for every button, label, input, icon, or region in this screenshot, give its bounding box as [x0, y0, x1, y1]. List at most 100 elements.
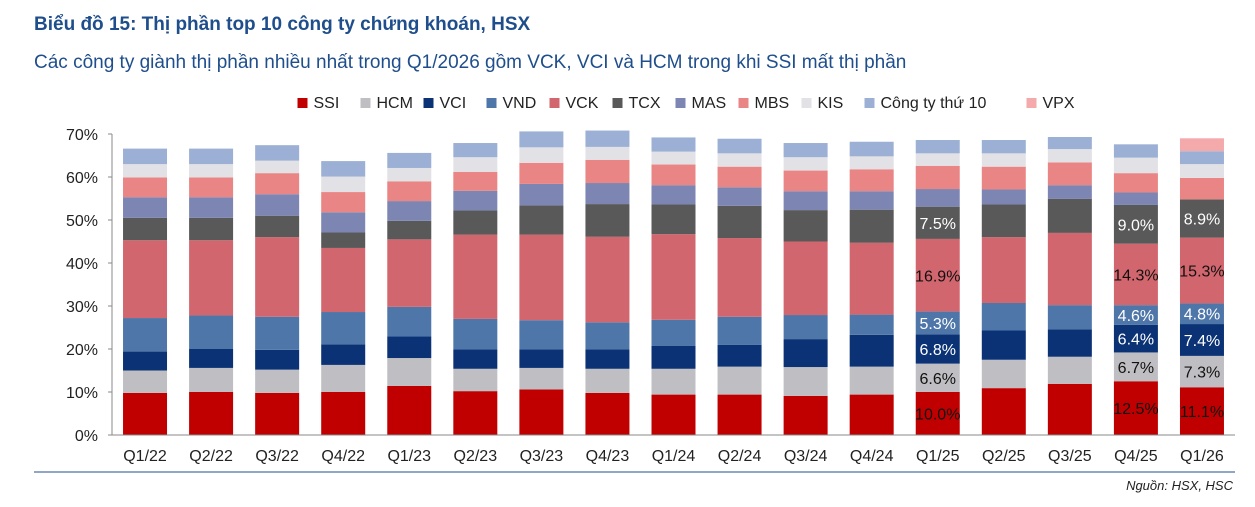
y-tick-label: 40% [66, 256, 98, 273]
bar-segment [849, 191, 894, 210]
y-tick-label: 30% [66, 299, 98, 316]
bar-segment [123, 148, 168, 165]
source-note: Nguồn: HSX, HSC [1126, 478, 1233, 493]
bar-segment [1047, 137, 1092, 150]
y-tick-label: 20% [66, 342, 98, 359]
bar-segment [1047, 232, 1092, 306]
bar-segment [255, 173, 300, 195]
legend-label: MBS [755, 95, 790, 112]
bar-segment [585, 236, 630, 323]
bar-segment [1179, 303, 1224, 325]
bar-segment [189, 217, 234, 241]
bar-segment [453, 157, 498, 172]
data-label: 4.8% [1184, 307, 1220, 324]
bar-segment [849, 169, 894, 192]
bar-segment [717, 238, 762, 317]
x-tick-label: Q4/22 [321, 448, 365, 465]
data-label: 8.9% [1184, 211, 1220, 228]
bar-segment [387, 239, 432, 307]
bar-segment [1113, 157, 1158, 174]
bar-segment [717, 138, 762, 154]
bar-segment [717, 316, 762, 345]
bar-segment [255, 316, 300, 350]
bar-segment [585, 183, 630, 205]
y-tick-label: 10% [66, 385, 98, 402]
bar-segment [387, 385, 432, 435]
bar-segment [717, 187, 762, 206]
data-label: 12.5% [1113, 401, 1158, 418]
bar-segment [915, 165, 960, 190]
x-axis: Q1/22 Q2/22 Q3/22 Q4/22 Q1/23 Q2/23 Q3/23 Q4/23… [112, 434, 1235, 465]
bar-segment [783, 339, 828, 368]
x-tick-label: Q3/24 [784, 448, 828, 465]
bar-segment [915, 206, 960, 239]
data-label: 14.3% [1113, 267, 1158, 284]
bar-segment [1113, 144, 1158, 158]
data-label: 6.6% [920, 371, 956, 388]
bar-segment [651, 185, 696, 205]
bar-segment [1179, 138, 1224, 152]
bar-segment [915, 334, 960, 364]
bar-segment [981, 140, 1026, 154]
bar-segment [1113, 204, 1158, 244]
bar-segment [585, 368, 630, 393]
legend-swatch [423, 98, 434, 108]
bar-segment [981, 330, 1026, 360]
bar-segment [1179, 237, 1224, 304]
bar-segment [783, 191, 828, 211]
bar-segment [321, 176, 366, 193]
bar-segment [1113, 352, 1158, 382]
bar-segment [387, 358, 432, 386]
x-tick-label: Q2/25 [982, 448, 1026, 465]
bar-segment [915, 189, 960, 207]
bar-segment [981, 237, 1026, 303]
bar-segment [1047, 329, 1092, 357]
bar-segment [321, 212, 366, 233]
bar-segment [981, 302, 1026, 331]
bar-segment [717, 394, 762, 435]
data-label: 6.4% [1118, 332, 1154, 349]
data-label: 6.7% [1118, 360, 1154, 377]
bar-segment [255, 237, 300, 317]
bar-segment [189, 315, 234, 349]
y-tick-label: 50% [66, 213, 98, 230]
bar-segment [123, 164, 168, 178]
y-tick-label: 70% [66, 127, 98, 144]
x-tick-label: Q3/23 [520, 448, 564, 465]
bar-segment [981, 204, 1026, 238]
bar-segment [453, 143, 498, 158]
bar-segment [1113, 305, 1158, 325]
bar-segment [1179, 199, 1224, 238]
bar-segment [1179, 324, 1224, 356]
legend-swatch [675, 98, 686, 108]
bar-segment [783, 241, 828, 316]
bar-segment [783, 315, 828, 340]
bar-segment [387, 152, 432, 168]
bar-segment [1113, 324, 1158, 353]
bar-segment [717, 153, 762, 167]
bar-segment [255, 160, 300, 174]
bar-segment [123, 197, 168, 218]
bar-segment [321, 344, 366, 365]
bar-segment [123, 217, 168, 241]
bar-segment [915, 363, 960, 392]
bar-segment [387, 181, 432, 202]
bar-segment [651, 151, 696, 165]
data-label: 16.9% [915, 268, 960, 285]
data-label: 9.0% [1118, 217, 1154, 234]
x-tick-label: Q2/23 [454, 448, 498, 465]
bar-segment [651, 368, 696, 395]
bar-segment [1113, 381, 1158, 435]
bar-segment [519, 205, 564, 235]
bar-segment [717, 366, 762, 395]
bar-segment [651, 345, 696, 369]
bar-segment [1047, 305, 1092, 330]
bar-segment [189, 392, 234, 435]
bar-segment [651, 204, 696, 235]
bar-segment [519, 147, 564, 163]
y-axis: 0% 10% 20% 30% 40% 50% 60% 70% [66, 127, 113, 445]
bar-segment [1113, 192, 1158, 205]
bar-segment [321, 247, 366, 313]
bar-segment [1047, 198, 1092, 233]
